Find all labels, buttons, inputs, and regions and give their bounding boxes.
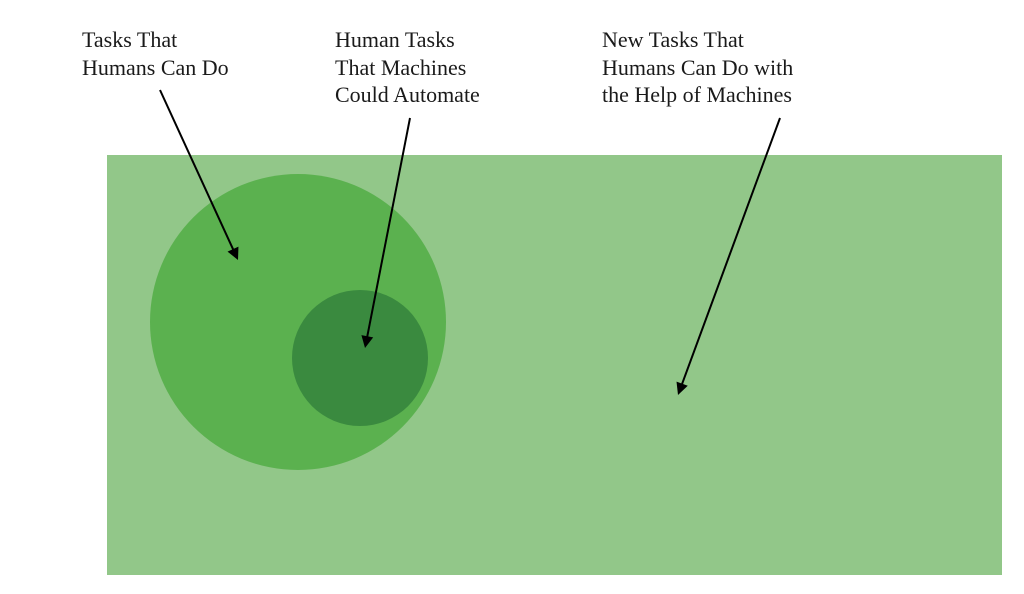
arrow-humans — [140, 70, 258, 280]
arrow-new-tasks — [658, 98, 800, 415]
diagram-canvas: Tasks That Humans Can Do Human Tasks Tha… — [0, 0, 1024, 594]
label-new-tasks: New Tasks That Humans Can Do with the He… — [602, 26, 902, 109]
label-automate: Human Tasks That Machines Could Automate — [335, 26, 555, 109]
arrow-automate — [345, 98, 430, 368]
